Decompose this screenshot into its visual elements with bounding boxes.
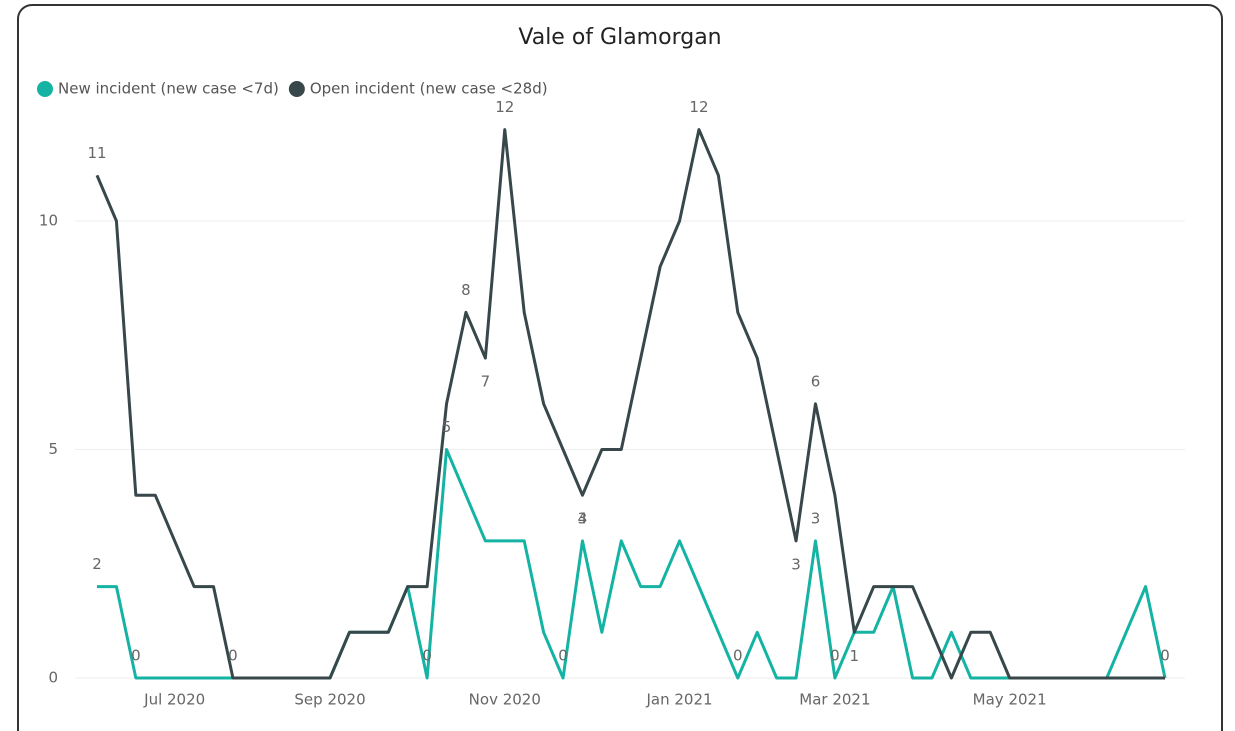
- data-label: 12: [689, 98, 708, 116]
- data-label: 3: [578, 509, 588, 527]
- y-tick-label: 10: [39, 212, 58, 230]
- data-label: 3: [791, 555, 801, 573]
- data-label: 0: [830, 647, 840, 665]
- data-label: 0: [558, 647, 568, 665]
- x-tick-label: Mar 2021: [799, 691, 870, 709]
- x-tick-label: Jul 2020: [143, 691, 205, 709]
- data-label: 5: [442, 418, 452, 436]
- y-tick-label: 5: [48, 440, 58, 458]
- y-tick-label: 0: [48, 669, 58, 687]
- data-label: 0: [733, 647, 743, 665]
- x-tick-label: Jan 2021: [646, 691, 713, 709]
- data-label: 0: [131, 647, 141, 665]
- data-label: 0: [422, 647, 432, 665]
- x-tick-label: May 2021: [973, 691, 1047, 709]
- data-label: 12: [495, 98, 514, 116]
- data-label: 8: [461, 281, 471, 299]
- chart-title: Vale of Glamorgan: [518, 25, 721, 50]
- series-line: [95, 128, 1165, 680]
- legend-marker: [37, 81, 53, 97]
- card: [17, 4, 1223, 731]
- x-tick-label: Nov 2020: [469, 691, 541, 709]
- data-label: 2: [92, 555, 102, 573]
- data-label: 0: [228, 647, 238, 665]
- data-label: 7: [481, 373, 491, 391]
- x-tick-label: Sep 2020: [294, 691, 365, 709]
- data-label: 3: [811, 509, 821, 527]
- data-label: 1: [850, 647, 860, 665]
- data-label: 0: [1160, 647, 1170, 665]
- legend-marker: [288, 81, 305, 97]
- data-label: 6: [811, 372, 821, 390]
- data-label: 11: [87, 144, 106, 162]
- data-label: 4: [578, 510, 588, 528]
- legend-label: New incident (new case <7d): [58, 80, 279, 98]
- legend-label: Open incident (new case <28d): [310, 80, 548, 98]
